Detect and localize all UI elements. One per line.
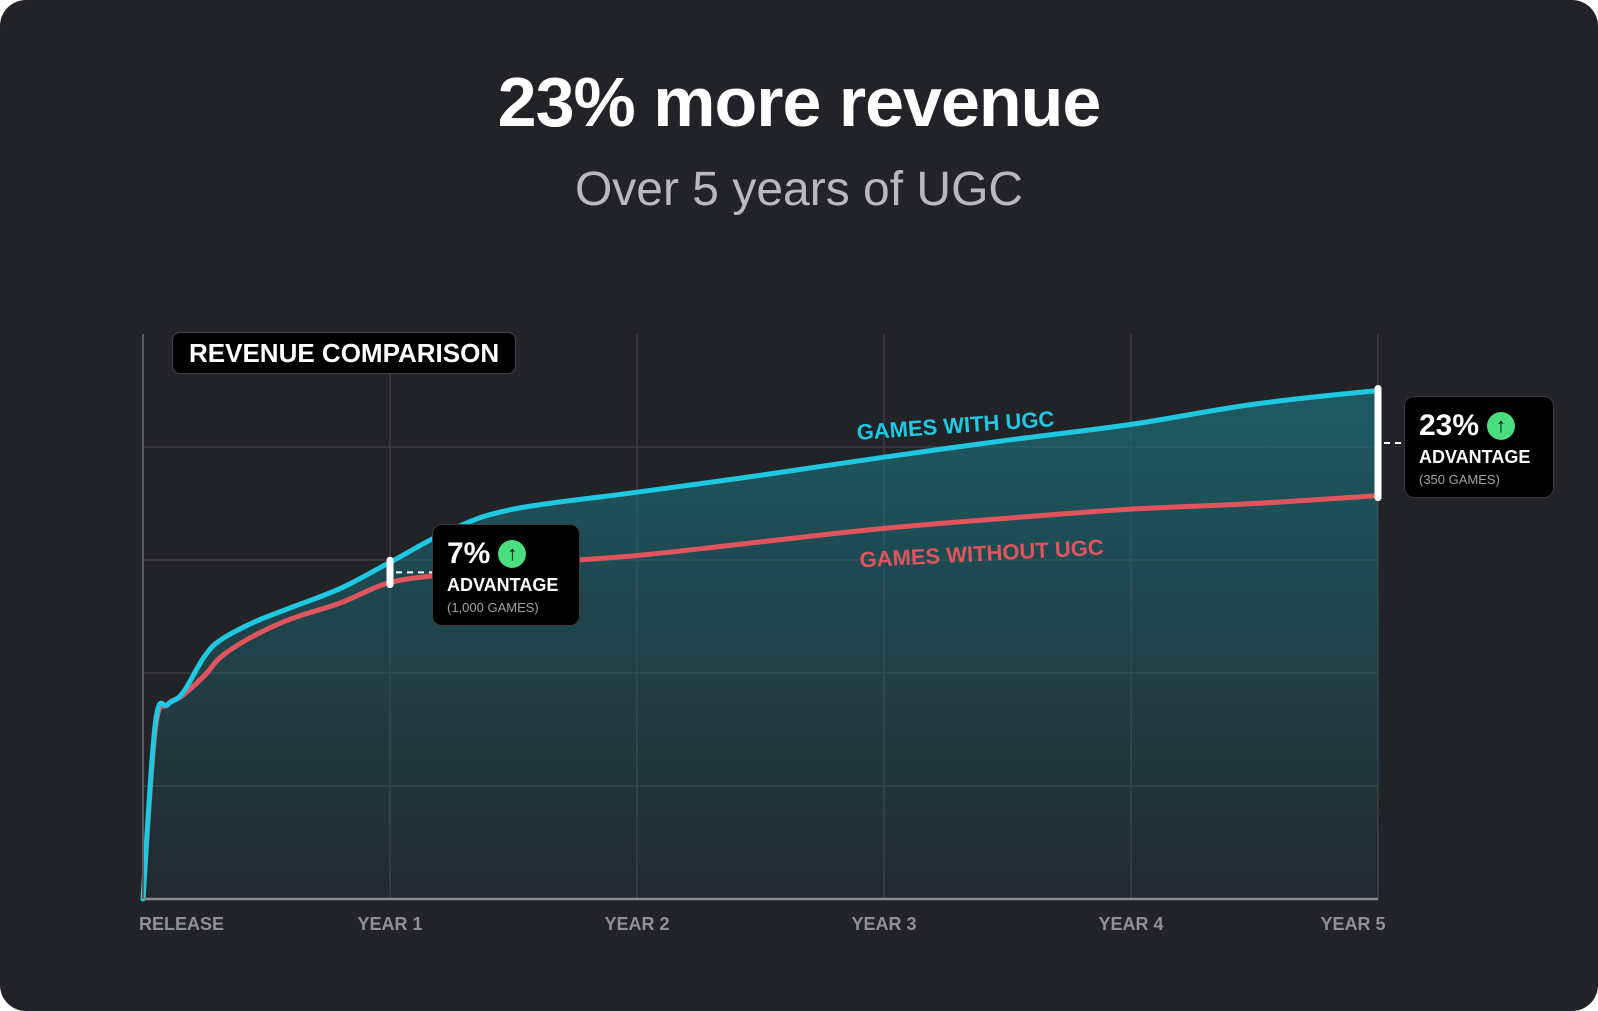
advantage-markers: [386, 385, 1404, 589]
games-count: (1,000 GAMES): [447, 600, 539, 615]
arrow-up-icon: ↑: [498, 540, 527, 568]
x-tick-label: YEAR 1: [357, 914, 422, 934]
chart-title-badge: REVENUE COMPARISON: [172, 332, 517, 374]
with-ugc-area: [143, 390, 1378, 899]
advantage-callout-year-1: 7% ↑ ADVANTAGE (1,000 GAMES): [432, 524, 580, 626]
x-axis-ticks: RELEASE YEAR 1 YEAR 2 YEAR 3 YEAR 4 YEAR 5: [139, 914, 1386, 934]
x-tick-label: YEAR 3: [851, 914, 916, 934]
advantage-label: ADVANTAGE: [1419, 447, 1531, 467]
x-tick-label: YEAR 5: [1320, 914, 1385, 934]
advantage-label: ADVANTAGE: [447, 575, 559, 595]
games-count: (350 GAMES): [1419, 472, 1500, 487]
x-tick-label: RELEASE: [139, 914, 224, 934]
advantage-callout-year-5: 23% ↑ ADVANTAGE (350 GAMES): [1404, 396, 1554, 498]
x-tick-label: YEAR 2: [604, 914, 669, 934]
advantage-percent: 7%: [447, 537, 491, 570]
page-title: 23% more revenue: [497, 63, 1102, 141]
x-tick-label: YEAR 4: [1098, 914, 1163, 934]
advantage-percent: 23%: [1419, 409, 1480, 442]
axes: [142, 334, 1378, 901]
page-subtitle: Over 5 years of UGC: [574, 163, 1024, 216]
arrow-up-icon: ↑: [1487, 412, 1516, 440]
